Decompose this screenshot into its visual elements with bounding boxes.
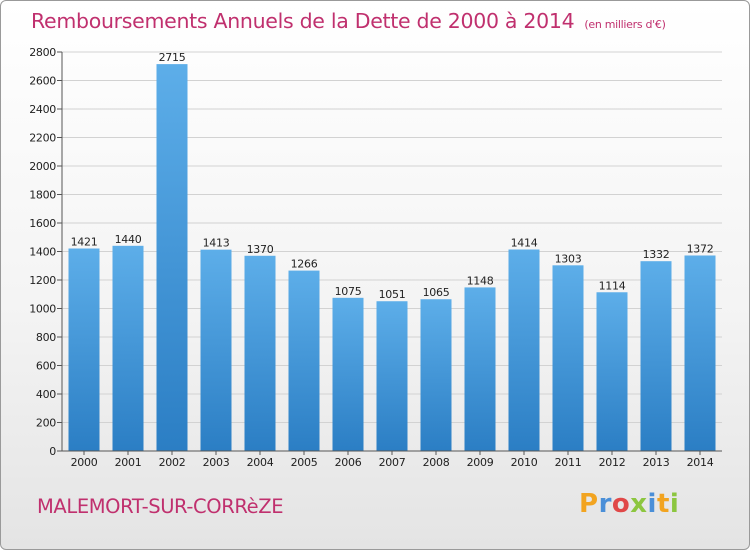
y-axis: 0 200 400 600 800 1000 1200 1400 1600 1800 2000 220… bbox=[29, 46, 63, 458]
x-tick-label-2001: 2001 bbox=[115, 456, 142, 469]
data-label-2006: 1075 bbox=[335, 285, 362, 298]
logo-letter: t bbox=[656, 489, 670, 519]
x-tick-label-2010: 2010 bbox=[511, 456, 538, 469]
bar-2010 bbox=[508, 249, 540, 451]
bar-2008 bbox=[420, 299, 452, 451]
bar-2007 bbox=[376, 301, 408, 451]
data-label-2008: 1065 bbox=[423, 286, 450, 299]
x-tick-label-2013: 2013 bbox=[643, 456, 670, 469]
bar-2012 bbox=[596, 292, 628, 451]
bar-2002 bbox=[156, 64, 188, 452]
data-label-2001: 1440 bbox=[115, 233, 142, 246]
bar-2004 bbox=[244, 255, 276, 451]
y-tick-label: 2200 bbox=[29, 132, 56, 145]
bar-2009 bbox=[464, 287, 496, 451]
y-tick-label: 2600 bbox=[29, 75, 56, 88]
bar-2013 bbox=[640, 261, 672, 451]
chart-title-text: Remboursements Annuels de la Dette de 20… bbox=[31, 9, 575, 33]
bar-2014 bbox=[684, 255, 716, 451]
data-label-2007: 1051 bbox=[379, 288, 406, 301]
y-tick-label: 600 bbox=[36, 360, 56, 373]
bars bbox=[68, 64, 716, 452]
x-tick-label-2002: 2002 bbox=[159, 456, 186, 469]
data-label-2014: 1372 bbox=[687, 242, 714, 255]
x-tick-label-2011: 2011 bbox=[555, 456, 582, 469]
logo-letter: o bbox=[611, 489, 631, 519]
y-tick-label: 1200 bbox=[29, 274, 56, 287]
logo-letter: i bbox=[647, 489, 657, 519]
bar-2000 bbox=[68, 248, 100, 451]
bar-2003 bbox=[200, 249, 232, 451]
data-labels: 1421 1440 2715 1413 1370 1266 1075 1051 1065 1148… bbox=[71, 51, 714, 301]
y-tick-label: 1600 bbox=[29, 217, 56, 230]
bar-2006 bbox=[332, 297, 364, 451]
logo-letter: x bbox=[630, 489, 648, 519]
bar-2001 bbox=[112, 245, 144, 451]
y-tick-label: 0 bbox=[49, 445, 56, 458]
data-label-2005: 1266 bbox=[291, 258, 318, 271]
y-tick-label: 2800 bbox=[29, 46, 56, 59]
data-label-2000: 1421 bbox=[71, 236, 98, 249]
data-label-2003: 1413 bbox=[203, 237, 230, 250]
data-label-2002: 2715 bbox=[159, 51, 186, 64]
x-tick-label-2000: 2000 bbox=[71, 456, 98, 469]
x-tick-label-2007: 2007 bbox=[379, 456, 406, 469]
y-tick-label: 1400 bbox=[29, 246, 56, 259]
y-tick-label: 200 bbox=[36, 417, 56, 430]
x-tick-label-2006: 2006 bbox=[335, 456, 362, 469]
y-tick-label: 2400 bbox=[29, 103, 56, 116]
y-tick-label: 1800 bbox=[29, 189, 56, 202]
y-tick-label: 400 bbox=[36, 388, 56, 401]
data-label-2010: 1414 bbox=[511, 237, 538, 250]
commune-name: MALEMORT-SUR-CORRèZE bbox=[37, 495, 284, 518]
x-tick-label-2008: 2008 bbox=[423, 456, 450, 469]
data-label-2012: 1114 bbox=[599, 279, 626, 292]
chart-title: Remboursements Annuels de la Dette de 20… bbox=[31, 9, 666, 33]
x-tick-label-2005: 2005 bbox=[291, 456, 318, 469]
data-label-2011: 1303 bbox=[555, 252, 582, 265]
data-label-2009: 1148 bbox=[467, 274, 494, 287]
x-tick-label-2003: 2003 bbox=[203, 456, 230, 469]
x-tick-label-2009: 2009 bbox=[467, 456, 494, 469]
y-tick-label: 1000 bbox=[29, 303, 56, 316]
bar-2005 bbox=[288, 270, 320, 451]
data-label-2013: 1332 bbox=[643, 248, 670, 261]
proxiti-logo[interactable]: Proxiti bbox=[579, 489, 679, 519]
y-tick-label: 800 bbox=[36, 331, 56, 344]
chart-unit: (en milliers d'€) bbox=[584, 18, 666, 31]
logo-letter: r bbox=[598, 489, 612, 519]
x-tick-label-2004: 2004 bbox=[247, 456, 274, 469]
y-tick-label: 2000 bbox=[29, 160, 56, 173]
x-tick-label-2014: 2014 bbox=[687, 456, 714, 469]
data-label-2004: 1370 bbox=[247, 243, 274, 256]
x-tick-label-2012: 2012 bbox=[599, 456, 626, 469]
logo-letter: i bbox=[669, 489, 680, 519]
logo-letter: P bbox=[579, 489, 599, 519]
bar-2011 bbox=[552, 265, 584, 451]
x-axis: 2000 2001 2002 2003 2004 2005 2006 2007 2008 2009… bbox=[62, 450, 722, 469]
